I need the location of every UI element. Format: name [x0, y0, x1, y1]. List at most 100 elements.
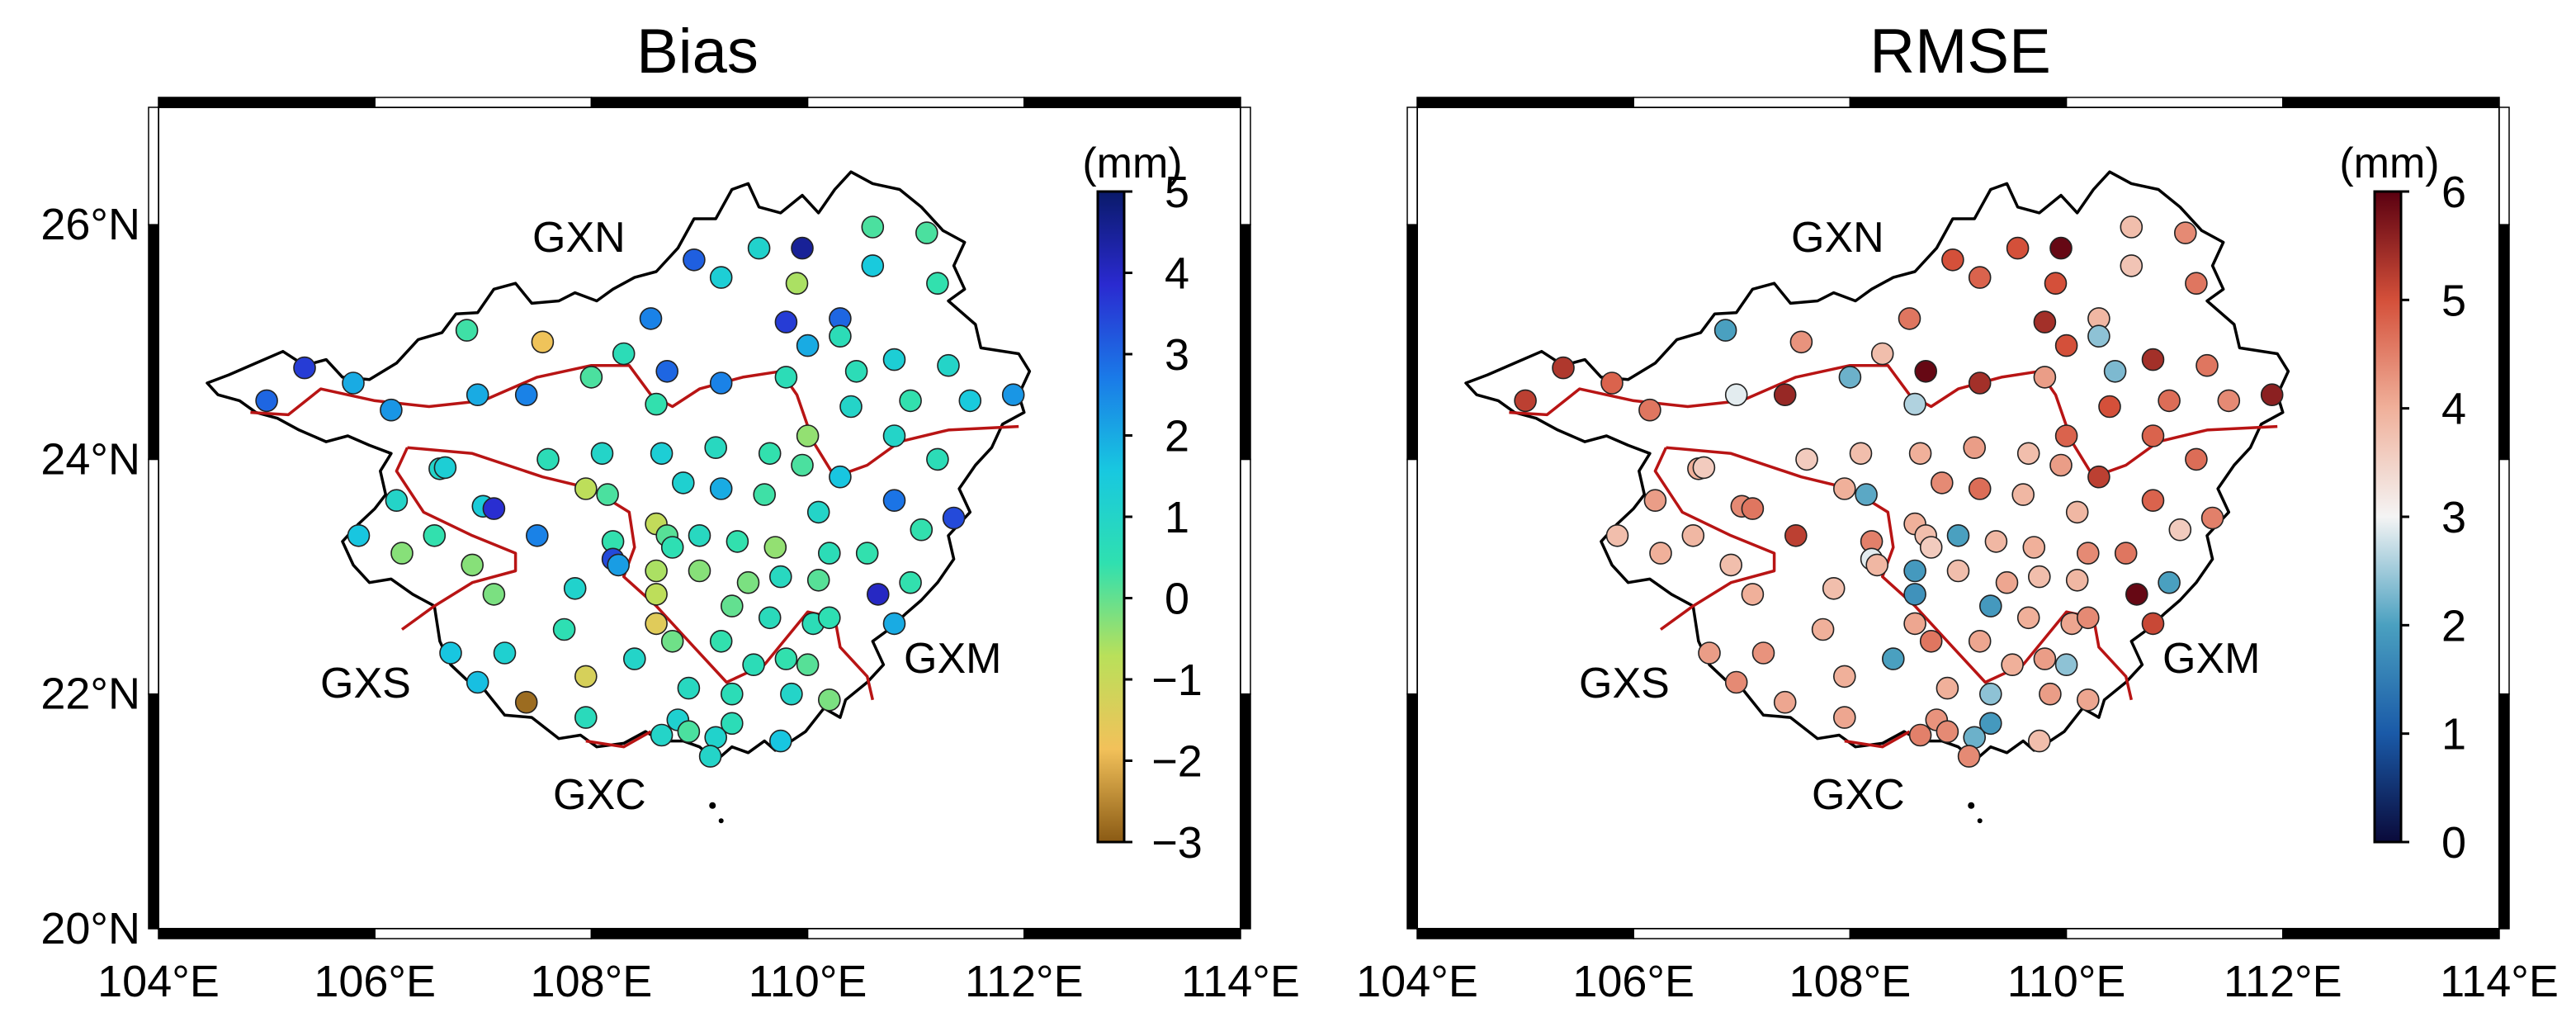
station-marker — [2011, 483, 2035, 506]
station-marker — [958, 389, 982, 413]
station-marker — [385, 489, 409, 513]
station-marker — [1514, 389, 1537, 413]
colorbar-tick-label: −1 — [1151, 655, 1203, 705]
station-marker — [2006, 236, 2030, 260]
station-marker — [709, 371, 733, 395]
station-marker — [645, 583, 668, 606]
station-marker — [1903, 583, 1926, 606]
station-marker — [683, 248, 706, 272]
station-marker — [780, 682, 803, 706]
station-marker — [736, 570, 760, 594]
station-marker — [1751, 641, 1775, 665]
station-marker — [1968, 266, 1992, 289]
station-marker — [1919, 629, 1943, 653]
frame-border-segment — [1406, 693, 1418, 930]
x-tick-label: 108°E — [531, 957, 653, 1006]
colorbar-tick-label: 2 — [1165, 412, 1189, 461]
station-marker — [1713, 319, 1737, 342]
station-marker — [2054, 653, 2078, 677]
station-marker — [579, 366, 603, 389]
station-marker — [806, 500, 830, 524]
station-marker — [861, 254, 885, 277]
colorbar-tick-label: −3 — [1151, 818, 1203, 868]
station-marker — [1795, 447, 1818, 471]
colorbar-tick-label: 1 — [2441, 710, 2466, 759]
region-label-gxs: GXS — [320, 660, 411, 707]
station-marker — [293, 356, 316, 380]
station-markers — [255, 215, 1025, 768]
station-marker — [531, 330, 555, 354]
station-marker — [1833, 706, 1856, 729]
frame-border-segment — [2065, 928, 2284, 939]
y-tick-label: 24°N — [40, 434, 140, 484]
station-marker — [1552, 356, 1575, 380]
station-marker — [2200, 506, 2224, 530]
station-marker — [1719, 553, 1742, 577]
station-marker — [2098, 395, 2121, 419]
station-marker — [2049, 453, 2073, 477]
station-marker — [347, 523, 371, 547]
station-marker — [926, 272, 949, 296]
station-marker — [726, 530, 749, 553]
region-divider — [1666, 446, 2134, 701]
station-marker — [514, 383, 538, 407]
colorbar-unit-label: (mm) — [2339, 140, 2439, 187]
station-marker — [574, 477, 598, 500]
station-marker — [2196, 353, 2219, 377]
station-marker — [1898, 307, 1921, 330]
station-marker — [1698, 641, 1721, 665]
station-marker — [2039, 682, 2062, 706]
station-marker — [2065, 500, 2089, 524]
colorbar-tick-label: 0 — [2441, 818, 2466, 868]
station-marker — [1931, 471, 1954, 494]
frame-border-segment — [2065, 97, 2284, 108]
station-marker — [1692, 456, 1716, 480]
colorbar-unit-label: (mm) — [1082, 140, 1182, 187]
station-marker — [390, 542, 414, 565]
station-marker — [612, 342, 636, 366]
station-marker — [2120, 254, 2144, 277]
station-marker — [2054, 424, 2078, 447]
station-marker — [763, 536, 787, 559]
station-marker — [1903, 612, 1926, 636]
colorbar-tick-label: 2 — [2441, 601, 2466, 651]
station-marker — [2077, 606, 2100, 630]
colorbar-tick-label: 6 — [2441, 168, 2466, 217]
frame-border-segment — [2498, 224, 2510, 461]
station-marker — [937, 353, 960, 377]
region-divider — [1653, 447, 1776, 631]
station-marker — [482, 497, 506, 520]
region-label-gxn: GXN — [532, 214, 626, 262]
station-marker — [574, 706, 598, 729]
station-marker — [255, 389, 278, 413]
station-marker — [704, 726, 728, 750]
frame-border-segment — [590, 928, 809, 939]
x-tick-label: 104°E — [97, 957, 220, 1006]
station-marker — [742, 653, 765, 677]
station-marker — [2158, 570, 2181, 594]
station-marker — [2049, 236, 2073, 260]
station-marker — [1649, 542, 1672, 565]
station-marker — [758, 442, 782, 466]
station-marker — [882, 348, 906, 371]
station-marker — [596, 483, 619, 506]
colorbar-tick-label: 0 — [1165, 575, 1189, 624]
station-marker — [688, 559, 711, 583]
frame-border-segment — [1633, 97, 1851, 108]
station-marker — [1865, 553, 1888, 577]
station-marker — [2077, 542, 2100, 565]
station-marker — [2168, 518, 2192, 542]
station-marker — [1001, 383, 1025, 407]
station-marker — [660, 629, 684, 653]
station-marker — [2260, 383, 2284, 407]
station-marker — [698, 745, 722, 768]
frame-border-segment — [1023, 97, 1241, 108]
frame-border-segment — [374, 97, 593, 108]
island-dot — [709, 802, 716, 809]
frame-border-segment — [1240, 224, 1251, 461]
region-label-gxc: GXC — [553, 771, 646, 819]
station-marker — [1979, 594, 2002, 617]
station-marker — [1741, 497, 1765, 520]
y-tick-label: 26°N — [40, 200, 140, 249]
region-divider — [407, 446, 875, 701]
